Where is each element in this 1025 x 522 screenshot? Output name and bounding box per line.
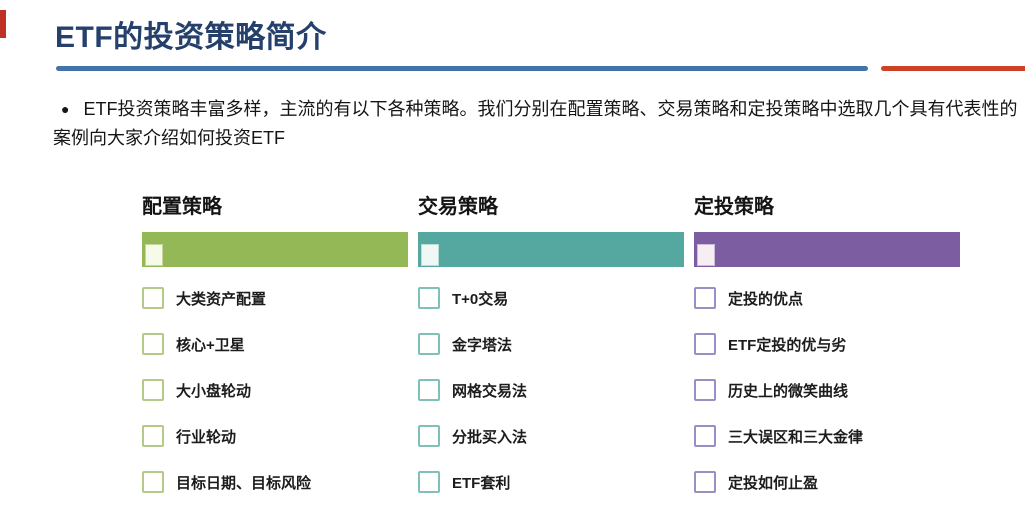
checkbox-icon [418, 425, 440, 447]
list-item-label: ETF定投的优与劣 [728, 336, 847, 354]
divider-red-segment [881, 66, 1025, 71]
bar-corner-square [421, 244, 439, 266]
list-item: ETF定投的优与劣 [694, 333, 960, 355]
column-color-bar [142, 232, 408, 267]
list-item-label: 分批买入法 [452, 428, 528, 446]
list-item-label: 网格交易法 [452, 382, 528, 400]
list-item: 三大误区和三大金律 [694, 425, 960, 447]
list-item-label: 核心+卫星 [176, 336, 245, 354]
list-item-label: 目标日期、目标风险 [176, 474, 312, 492]
checkbox-icon [694, 287, 716, 309]
column-header: 交易策略 [418, 196, 498, 218]
list-item: 目标日期、目标风险 [142, 471, 408, 493]
column-item-list: 定投的优点 ETF定投的优与劣 历史上的微笑曲线 三大误区和三大金律 定投如何止… [694, 287, 960, 493]
list-item-label: 金字塔法 [452, 336, 513, 354]
list-item-label: 大类资产配置 [176, 290, 267, 308]
list-item: 定投如何止盈 [694, 471, 960, 493]
checkbox-icon [142, 379, 164, 401]
list-item-label: 定投如何止盈 [728, 474, 819, 492]
list-item: 网格交易法 [418, 379, 684, 401]
list-item: 定投的优点 [694, 287, 960, 309]
bar-corner-square [145, 244, 163, 266]
checkbox-icon [142, 425, 164, 447]
checkbox-icon [694, 425, 716, 447]
divider-blue-segment [56, 66, 868, 71]
strategy-column: 定投策略 定投的优点 ETF定投的优与劣 历史上的微笑曲线 三大误区和三大金律 … [694, 190, 960, 517]
checkbox-icon [694, 333, 716, 355]
list-item: T+0交易 [418, 287, 684, 309]
list-item: 行业轮动 [142, 425, 408, 447]
list-item: ETF套利 [418, 471, 684, 493]
strategy-column: 配置策略 大类资产配置 核心+卫星 大小盘轮动 行业轮动 目标日期、目标风险 [142, 190, 408, 517]
list-item-label: T+0交易 [452, 290, 509, 308]
column-item-list: T+0交易 金字塔法 网格交易法 分批买入法 ETF套利 [418, 287, 684, 493]
left-red-accent-bar [0, 10, 6, 38]
checkbox-icon [694, 379, 716, 401]
checkbox-icon [694, 471, 716, 493]
checkbox-icon [142, 471, 164, 493]
intro-paragraph: ● ETF投资策略丰富多样，主流的有以下各种策略。我们分别在配置策略、交易策略和定… [53, 95, 1025, 153]
list-item-label: 三大误区和三大金律 [728, 428, 864, 446]
column-item-list: 大类资产配置 核心+卫星 大小盘轮动 行业轮动 目标日期、目标风险 [142, 287, 408, 493]
page-title: ETF的投资策略简介 [55, 21, 327, 54]
column-color-bar [418, 232, 684, 267]
list-item-label: 历史上的微笑曲线 [728, 382, 849, 400]
intro-text: ETF投资策略丰富多样，主流的有以下各种策略。我们分别在配置策略、交易策略和定投… [53, 99, 1018, 148]
list-item: 历史上的微笑曲线 [694, 379, 960, 401]
column-header: 配置策略 [142, 196, 222, 218]
list-item-label: 行业轮动 [176, 428, 237, 446]
list-item: 大小盘轮动 [142, 379, 408, 401]
list-item: 核心+卫星 [142, 333, 408, 355]
bar-corner-square [697, 244, 715, 266]
strategy-columns: 配置策略 大类资产配置 核心+卫星 大小盘轮动 行业轮动 目标日期、目标风险 交… [142, 190, 960, 517]
column-color-bar [694, 232, 960, 267]
checkbox-icon [418, 333, 440, 355]
list-item-label: ETF套利 [452, 474, 511, 492]
checkbox-icon [142, 287, 164, 309]
checkbox-icon [142, 333, 164, 355]
list-item-label: 定投的优点 [728, 290, 804, 308]
strategy-column: 交易策略 T+0交易 金字塔法 网格交易法 分批买入法 ETF套利 [418, 190, 684, 517]
list-item: 大类资产配置 [142, 287, 408, 309]
checkbox-icon [418, 379, 440, 401]
list-item: 金字塔法 [418, 333, 684, 355]
list-item: 分批买入法 [418, 425, 684, 447]
list-item-label: 大小盘轮动 [176, 382, 252, 400]
column-header: 定投策略 [694, 196, 774, 218]
checkbox-icon [418, 471, 440, 493]
checkbox-icon [418, 287, 440, 309]
bullet-icon: ● [61, 101, 70, 117]
